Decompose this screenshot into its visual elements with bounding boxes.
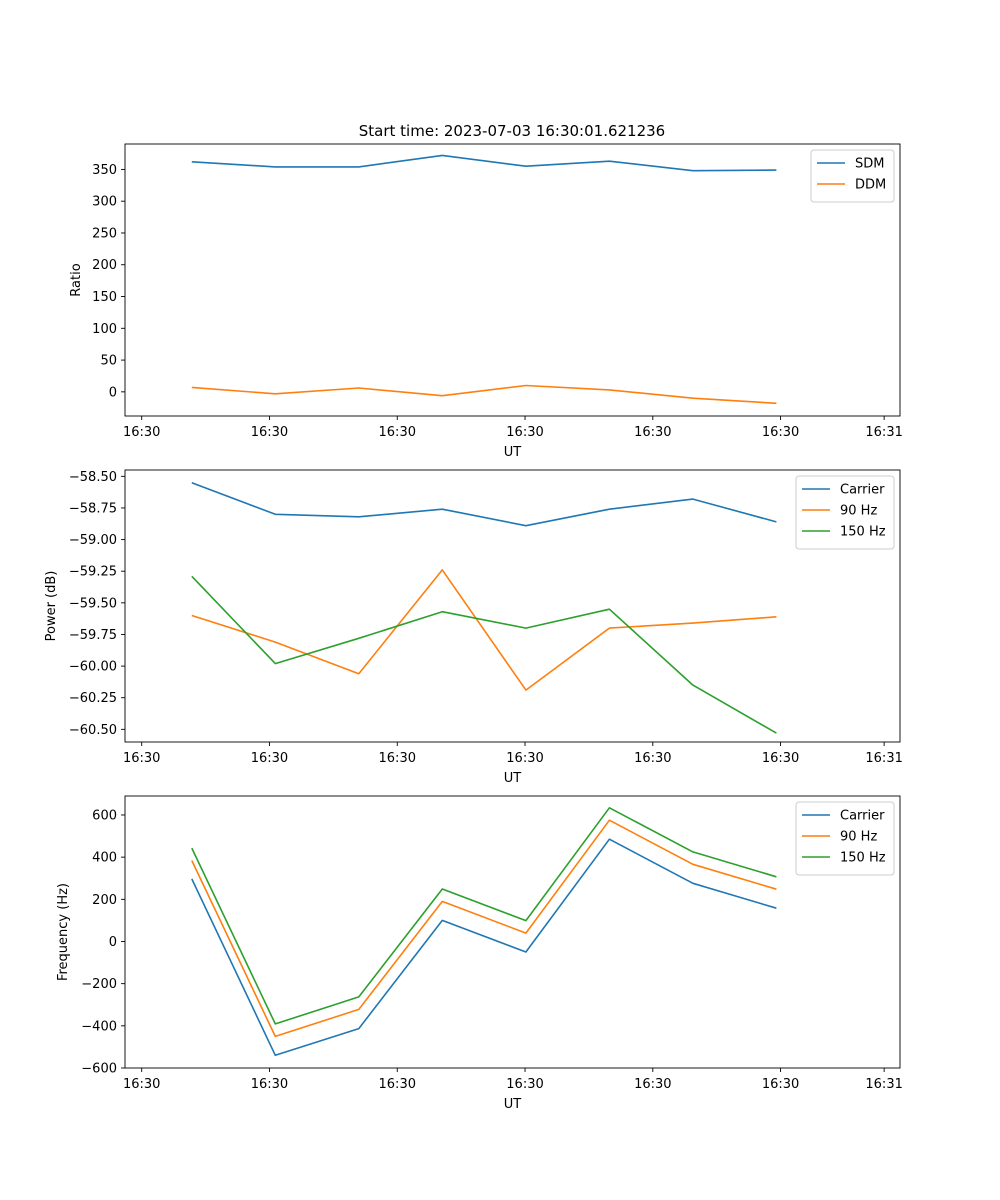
ratio-y-tick-label: 0	[109, 385, 117, 400]
ratio-y-tick-label: 250	[92, 226, 117, 241]
ratio-y-tick-label: 200	[92, 258, 117, 273]
power-x-tick-label: 16:30	[762, 751, 799, 766]
power-panel: 16:30 16:30 16:30 16:30 16:30 16:30 16:31 −58.5…	[44, 469, 903, 786]
power-y-tick-label: −59.75	[69, 628, 117, 643]
frequency-legend-label: 90 Hz	[840, 830, 877, 845]
power-x-axis-label: UT	[504, 771, 522, 786]
frequency-legend-label: Carrier	[840, 809, 885, 824]
power-x-tick-label: 16:30	[634, 751, 671, 766]
power-y-tick-label: −58.50	[69, 470, 117, 485]
frequency-y-tick-label: 400	[92, 851, 117, 866]
power-y-tick-label: −59.00	[69, 533, 117, 548]
frequency-x-tick-label: 16:30	[634, 1077, 671, 1092]
power-legend-label: 150 Hz	[840, 525, 886, 540]
power-series-90-hz-line	[191, 569, 777, 691]
ratio-series-sdm-line	[191, 154, 777, 172]
frequency-series-150-hz-line	[191, 806, 777, 1025]
power-y-tick-label: −58.75	[69, 501, 117, 516]
ratio-legend-label: SDM	[855, 157, 884, 172]
frequency-x-tick-label: 16:30	[379, 1077, 416, 1092]
power-x-tick-label: 16:30	[251, 751, 288, 766]
frequency-y-axis-label: Frequency (Hz)	[56, 883, 71, 981]
ratio-y-tick-label: 50	[100, 354, 117, 369]
frequency-x-tick-label: 16:30	[762, 1077, 799, 1092]
ratio-x-tick-label: 16:30	[251, 425, 288, 440]
ratio-series-ddm-line	[191, 384, 777, 405]
ratio-x-tick-label: 16:30	[762, 425, 799, 440]
power-axes-frame	[124, 469, 901, 743]
power-legend: Carrier 90 Hz 150 Hz	[795, 475, 895, 550]
power-x-tick-label: 16:30	[123, 751, 160, 766]
power-x-tick-label: 16:30	[379, 751, 416, 766]
frequency-series-carrier-line	[191, 838, 777, 1057]
figure-title: Start time: 2023-07-03 16:30:01.621236	[359, 122, 665, 140]
frequency-y-tick-label: 200	[92, 893, 117, 908]
power-x-tick-label: 16:31	[865, 751, 902, 766]
frequency-series-90-hz-line	[191, 819, 777, 1038]
frequency-panel: 16:30 16:30 16:30 16:30 16:30 16:30 16:31 −600 −…	[56, 795, 903, 1112]
power-y-tick-label: −59.25	[69, 565, 117, 580]
power-legend-label: 90 Hz	[840, 504, 877, 519]
frequency-y-tick-label: −200	[81, 977, 117, 992]
power-y-tick-label: −60.50	[69, 723, 117, 738]
power-y-tick-label: −60.00	[69, 660, 117, 675]
ratio-y-tick-label: 100	[92, 322, 117, 337]
power-y-axis-label: Power (dB)	[44, 571, 59, 642]
ratio-panel: 16:30 16:30 16:30 16:30 16:30 16:30 16:31 0 50 10…	[69, 143, 903, 460]
ratio-x-tick-label: 16:30	[634, 425, 671, 440]
ratio-y-tick-label: 300	[92, 195, 117, 210]
ratio-y-axis-label: Ratio	[69, 263, 84, 296]
ratio-x-tick-label: 16:31	[865, 425, 902, 440]
frequency-x-tick-label: 16:30	[123, 1077, 160, 1092]
ratio-x-tick-label: 16:30	[506, 425, 543, 440]
frequency-legend-label: 150 Hz	[840, 851, 886, 866]
frequency-x-tick-label: 16:31	[865, 1077, 902, 1092]
ratio-legend: SDM DDM	[810, 149, 895, 203]
ratio-x-axis-label: UT	[504, 445, 522, 460]
frequency-y-tick-label: 0	[109, 935, 117, 950]
frequency-y-tick-label: −400	[81, 1019, 117, 1034]
frequency-x-tick-label: 16:30	[506, 1077, 543, 1092]
ratio-y-tick-label: 350	[92, 163, 117, 178]
power-y-tick-label: −59.50	[69, 596, 117, 611]
ratio-x-tick-label: 16:30	[123, 425, 160, 440]
frequency-x-axis-label: UT	[504, 1097, 522, 1112]
ratio-axes-frame	[124, 143, 901, 417]
ratio-y-tick-label: 150	[92, 290, 117, 305]
frequency-axes-frame	[124, 795, 901, 1069]
frequency-y-tick-label: 600	[92, 808, 117, 823]
ratio-legend-label: DDM	[855, 178, 886, 193]
frequency-x-tick-label: 16:30	[251, 1077, 288, 1092]
power-x-tick-label: 16:30	[506, 751, 543, 766]
power-legend-label: Carrier	[840, 483, 885, 498]
power-series-carrier-line	[191, 481, 777, 527]
power-y-tick-label: −60.25	[69, 691, 117, 706]
frequency-y-tick-label: −600	[81, 1062, 117, 1077]
ratio-x-tick-label: 16:30	[379, 425, 416, 440]
power-series-150-hz-line	[191, 575, 777, 734]
frequency-legend: Carrier 90 Hz 150 Hz	[795, 801, 895, 876]
